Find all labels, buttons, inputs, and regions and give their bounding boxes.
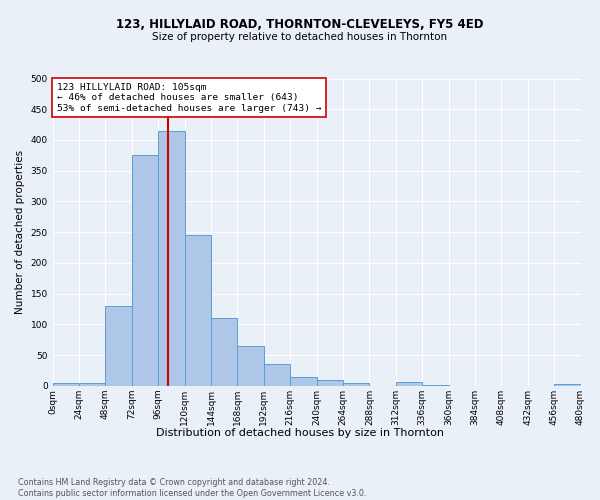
Bar	[185, 235, 211, 386]
Text: Contains HM Land Registry data © Crown copyright and database right 2024.
Contai: Contains HM Land Registry data © Crown c…	[18, 478, 367, 498]
Text: 123 HILLYLAID ROAD: 105sqm
← 46% of detached houses are smaller (643)
53% of sem: 123 HILLYLAID ROAD: 105sqm ← 46% of deta…	[57, 83, 322, 112]
Bar	[554, 384, 581, 386]
Text: 123, HILLYLAID ROAD, THORNTON-CLEVELEYS, FY5 4ED: 123, HILLYLAID ROAD, THORNTON-CLEVELEYS,…	[116, 18, 484, 30]
Y-axis label: Number of detached properties: Number of detached properties	[15, 150, 25, 314]
Bar	[132, 156, 158, 386]
Bar	[317, 380, 343, 386]
Bar	[211, 318, 238, 386]
Bar	[290, 376, 317, 386]
Bar	[422, 384, 449, 386]
Bar	[343, 383, 370, 386]
Bar	[158, 130, 185, 386]
Bar	[79, 383, 106, 386]
Bar	[264, 364, 290, 386]
Text: Size of property relative to detached houses in Thornton: Size of property relative to detached ho…	[152, 32, 448, 42]
Bar	[396, 382, 422, 386]
Text: Distribution of detached houses by size in Thornton: Distribution of detached houses by size …	[156, 428, 444, 438]
Bar	[106, 306, 132, 386]
Bar	[238, 346, 264, 386]
Bar	[53, 383, 79, 386]
